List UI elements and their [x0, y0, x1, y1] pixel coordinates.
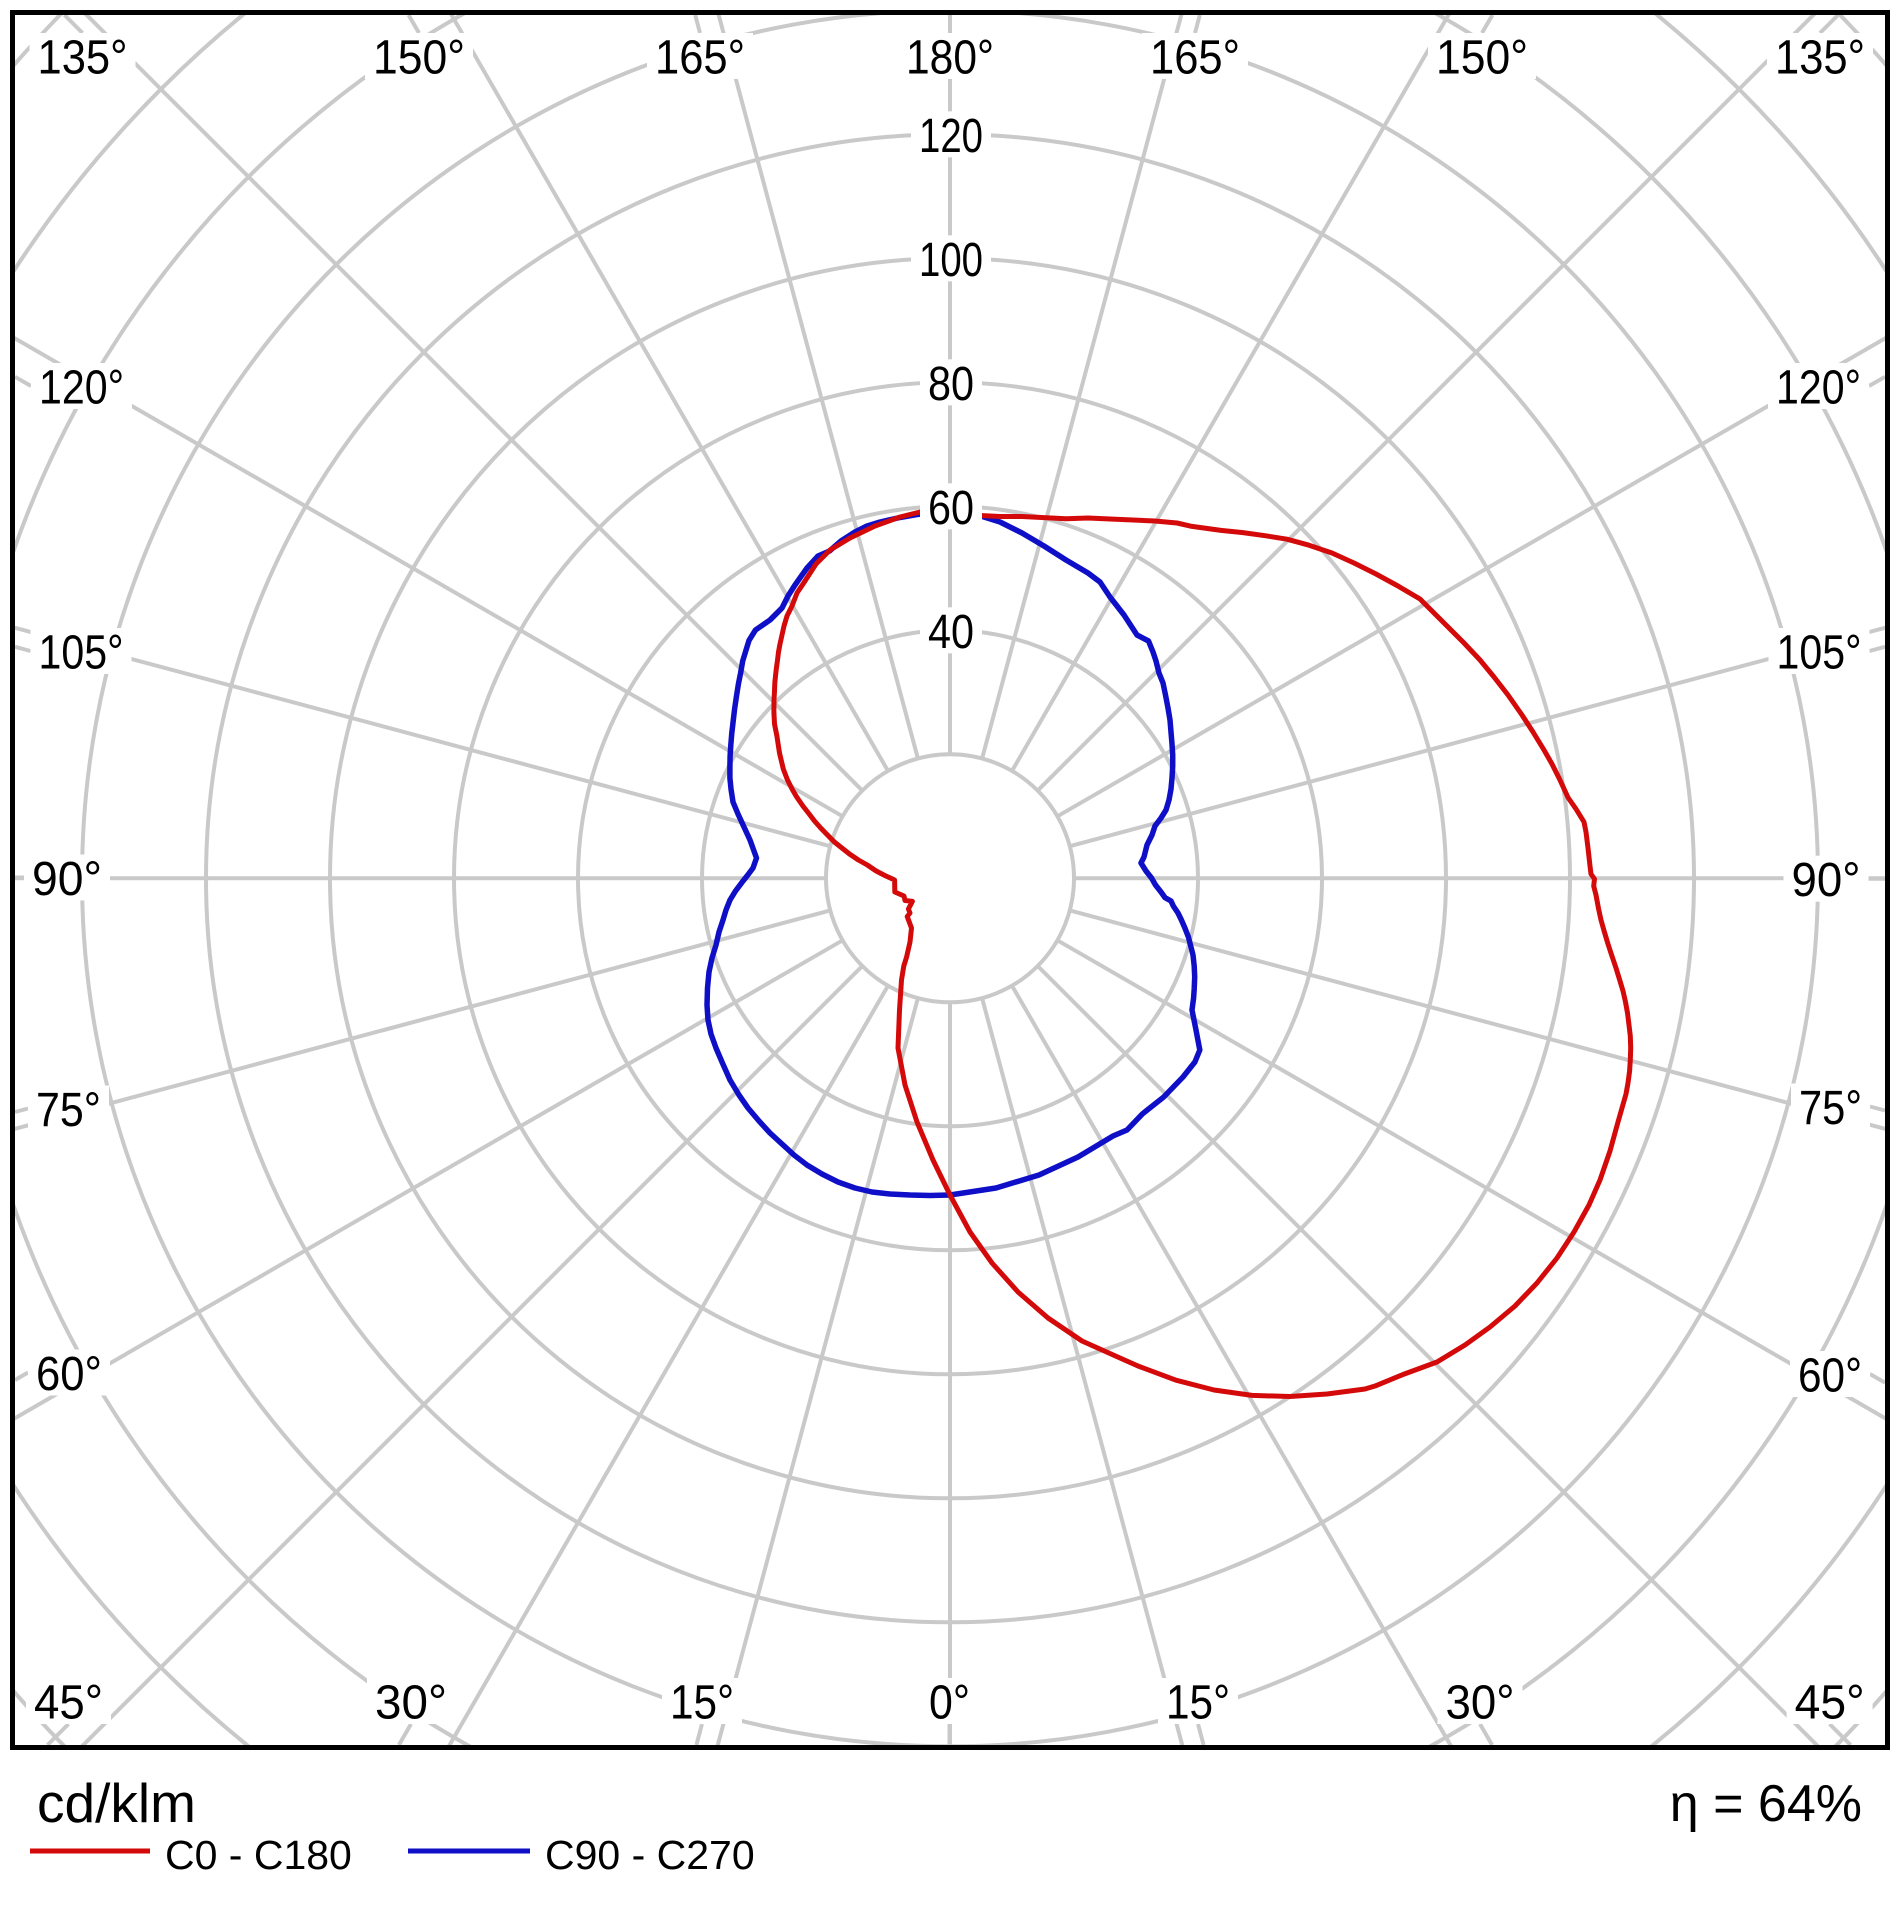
- svg-text:150°: 150°: [373, 32, 465, 85]
- svg-text:105°: 105°: [1777, 627, 1862, 680]
- svg-text:120°: 120°: [1776, 362, 1861, 415]
- svg-text:60°: 60°: [1798, 1350, 1862, 1403]
- svg-text:75°: 75°: [1799, 1082, 1862, 1135]
- svg-text:15°: 15°: [670, 1677, 734, 1730]
- svg-text:30°: 30°: [375, 1677, 447, 1730]
- svg-text:C0 - C180: C0 - C180: [165, 1832, 352, 1878]
- svg-text:60°: 60°: [36, 1348, 102, 1401]
- svg-text:75°: 75°: [36, 1084, 101, 1137]
- svg-text:40: 40: [928, 606, 974, 659]
- svg-text:120°: 120°: [39, 362, 124, 415]
- svg-text:80: 80: [928, 358, 974, 411]
- svg-text:135°: 135°: [38, 32, 128, 85]
- svg-text:90°: 90°: [1792, 854, 1861, 907]
- svg-text:105°: 105°: [39, 627, 124, 680]
- svg-text:cd/klm: cd/klm: [37, 1772, 196, 1834]
- svg-text:180°: 180°: [906, 32, 994, 85]
- svg-text:C90 - C270: C90 - C270: [545, 1832, 755, 1878]
- svg-text:165°: 165°: [655, 32, 745, 85]
- svg-text:η = 64%: η = 64%: [1670, 1775, 1862, 1833]
- svg-text:135°: 135°: [1775, 32, 1865, 85]
- svg-text:150°: 150°: [1436, 32, 1528, 85]
- svg-text:0°: 0°: [929, 1677, 970, 1730]
- svg-text:45°: 45°: [34, 1677, 103, 1730]
- svg-text:90°: 90°: [32, 853, 102, 906]
- svg-text:15°: 15°: [1166, 1677, 1230, 1730]
- svg-text:60: 60: [928, 482, 974, 535]
- svg-text:100: 100: [919, 234, 983, 287]
- svg-text:30°: 30°: [1446, 1677, 1515, 1730]
- svg-text:165°: 165°: [1150, 32, 1240, 85]
- svg-text:45°: 45°: [1795, 1677, 1865, 1730]
- svg-text:120: 120: [919, 110, 983, 163]
